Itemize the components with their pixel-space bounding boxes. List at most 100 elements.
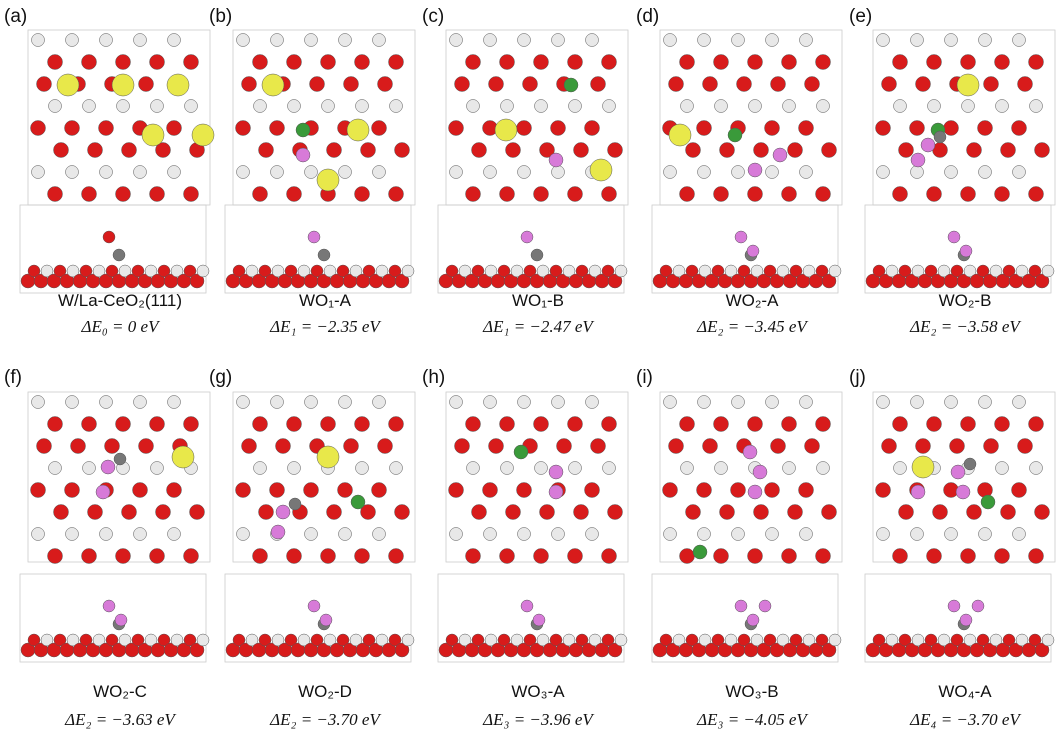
o-atom [378,77,393,92]
o-atom [116,187,131,202]
o-atom [899,505,914,520]
o-atom [967,143,982,158]
ce-atom [254,100,267,113]
o-atom [876,483,891,498]
ce-atom [484,528,497,541]
o-atom [574,143,589,158]
structure-name: WO₃-B [725,682,778,701]
o-atom [71,439,86,454]
o-atom [748,549,763,564]
o-atom [893,417,908,432]
o-atom [190,505,205,520]
o-atom [1029,55,1044,70]
i-atom [753,465,767,479]
ce-atom [390,100,403,113]
charge-density [347,119,369,141]
ce-atom [535,462,548,475]
w-atom [351,495,365,509]
o-atom [184,549,199,564]
o-atom [156,505,171,520]
o-atom [99,121,114,136]
o-atom [48,417,63,432]
o-atom [270,121,285,136]
o-atom [585,121,600,136]
o-atom [540,505,555,520]
o-atom [389,187,404,202]
i-atom [773,148,787,162]
ce-atom [185,100,198,113]
w-atom [514,445,528,459]
o-atom [466,417,481,432]
o-atom [483,483,498,498]
o-atom [327,143,342,158]
o-atom [355,549,370,564]
ce-atom [877,528,890,541]
o-atom [771,77,786,92]
o-atom [167,483,182,498]
o-atom [961,549,976,564]
i-atom [921,138,935,152]
o-atom [748,55,763,70]
ce-atom [66,396,79,409]
o-atom [805,77,820,92]
o-atom [1012,121,1027,136]
ce-atom [450,166,463,179]
ce-atom [766,528,779,541]
ce-atom [32,166,45,179]
o-atom [82,187,97,202]
o-atom [714,549,729,564]
o-atom [910,121,925,136]
o-atom [916,439,931,454]
o-atom [984,77,999,92]
o-atom [506,143,521,158]
o-atom [686,143,701,158]
ce-atom [749,100,762,113]
ce-atom [450,528,463,541]
o-atom [771,439,786,454]
w-atom [728,128,742,142]
i-atom [748,485,762,499]
structure-name: WO₂-C [93,682,147,701]
o-atom [568,187,583,202]
o-atom [714,417,729,432]
charge-density [192,124,214,146]
ce-atom [979,166,992,179]
o-atom [799,121,814,136]
ce-atom [681,462,694,475]
structure-name: WO₄-A [938,682,992,701]
surface-atom [1042,634,1054,646]
ce-atom [501,462,514,475]
o-atom [978,121,993,136]
ce-atom [134,528,147,541]
o-atom [167,121,182,136]
o-atom [395,143,410,158]
o-atom [816,55,831,70]
ce-atom [783,100,796,113]
ce-atom [288,100,301,113]
i-atom [549,465,563,479]
ce-atom [664,528,677,541]
adsorbate-atom [115,614,127,626]
adsorbate-atom [960,614,972,626]
o-atom [568,549,583,564]
o-atom [139,77,154,92]
ce-atom [603,100,616,113]
o-atom [48,187,63,202]
o-atom [697,121,712,136]
i-atom [276,505,290,519]
ce-atom [450,396,463,409]
o-atom [372,483,387,498]
panel-letter: (h) [422,367,445,388]
ce-atom [356,462,369,475]
o-atom [355,187,370,202]
o-atom [259,143,274,158]
ce-atom [100,528,113,541]
ce-atom [586,34,599,47]
ce-atom [911,396,924,409]
o-atom [944,121,959,136]
ce-atom [911,528,924,541]
o-atom [995,55,1010,70]
panel-letter: (f) [4,367,22,388]
ce-atom [339,166,352,179]
ce-atom [237,34,250,47]
